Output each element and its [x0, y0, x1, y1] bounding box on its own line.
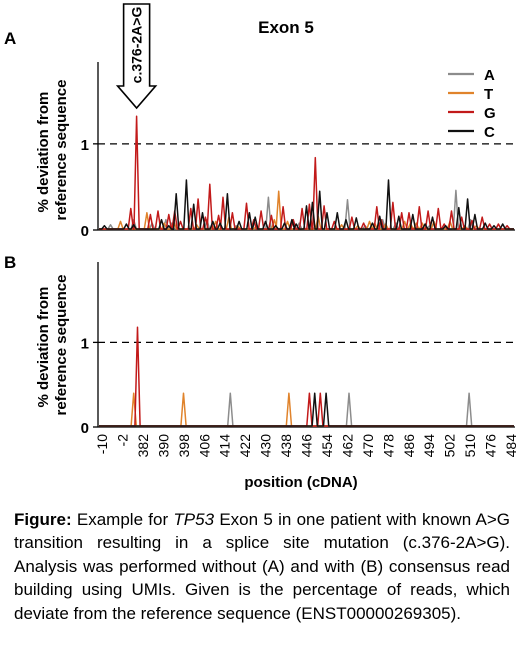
x-tick-label: 478	[380, 434, 396, 458]
x-tick-label: 484	[503, 434, 519, 458]
x-tick-label: 414	[217, 434, 233, 458]
y-axis-label-a-line1: % deviation from	[35, 92, 52, 213]
plot-b	[99, 326, 514, 427]
mutation-annotation: c.376-2A>G	[115, 3, 158, 110]
x-tick-label: 406	[196, 434, 212, 458]
panel-b-label: B	[4, 253, 16, 272]
x-tick-label: 446	[299, 434, 315, 458]
figure-chart: A Exon 5 % deviation from reference sequ…	[4, 3, 519, 490]
x-tick-label: 390	[155, 434, 171, 458]
annotation-label: c.376-2A>G	[129, 7, 145, 84]
x-tick-label: 430	[258, 434, 274, 458]
x-tick-label: 462	[339, 434, 355, 458]
legend-label-c: C	[484, 124, 495, 141]
x-tick-label: -2	[115, 434, 131, 447]
chart-title: Exon 5	[258, 18, 314, 37]
legend-label-a: A	[484, 67, 495, 84]
plot-a	[99, 115, 514, 230]
figure-caption: Figure: Example for TP53 Exon 5 in one p…	[14, 508, 510, 625]
x-tick-label: 486	[401, 434, 417, 458]
y-tick-label-a: 1	[81, 137, 89, 154]
x-axis-label: position (cDNA)	[244, 474, 357, 490]
x-tick-label: 398	[176, 434, 192, 458]
x-tick-label: -10	[94, 434, 110, 454]
y-tick-label-b: 0	[81, 420, 89, 437]
y-axis-label-b-line2: reference sequence	[53, 275, 70, 416]
y-axis-label-b-line1: % deviation from	[35, 287, 52, 408]
series-line-b-g	[99, 326, 514, 427]
legend-label-t: T	[484, 86, 493, 103]
caption-gene: TP53	[173, 510, 215, 529]
x-tick-label: 494	[421, 434, 437, 458]
series-line-a-c	[99, 179, 514, 230]
caption-lead: Figure:	[14, 510, 72, 529]
series-line-b-t	[99, 392, 514, 427]
x-tick-labels: -10 -2 382 390 398 406 414 422 430 438 446 454 462 47…	[94, 434, 519, 458]
x-tick-label: 382	[135, 434, 151, 458]
x-tick-label: 502	[442, 434, 458, 458]
x-tick-label: 438	[278, 434, 294, 458]
x-tick-label: 510	[462, 434, 478, 458]
axes-b: 01	[81, 262, 515, 437]
axes-a: 01	[81, 62, 515, 240]
annotation-arrow-icon	[115, 3, 158, 110]
y-axis-label-a: % deviation from reference sequence	[35, 80, 70, 221]
y-tick-label-a: 0	[81, 223, 89, 240]
caption-pre: Example for	[71, 510, 174, 529]
caption-body: Exon 5 in one patient with known A>G tra…	[14, 510, 510, 623]
series-line-b-c	[99, 392, 514, 427]
y-axis-label-a-line2: reference sequence	[53, 80, 70, 221]
panel-b: B % deviation from reference sequence 01…	[4, 253, 519, 490]
panel-a: A Exon 5 % deviation from reference sequ…	[4, 3, 515, 240]
series-line-b-a	[99, 392, 514, 427]
x-tick-label: 454	[319, 434, 335, 458]
x-tick-label: 470	[360, 434, 376, 458]
y-axis-label-b: % deviation from reference sequence	[35, 275, 70, 416]
y-tick-label-b: 1	[81, 335, 89, 352]
x-tick-label: 476	[483, 434, 499, 458]
x-tick-label: 422	[237, 434, 253, 458]
legend-label-g: G	[484, 105, 496, 122]
panel-a-label: A	[4, 29, 16, 48]
